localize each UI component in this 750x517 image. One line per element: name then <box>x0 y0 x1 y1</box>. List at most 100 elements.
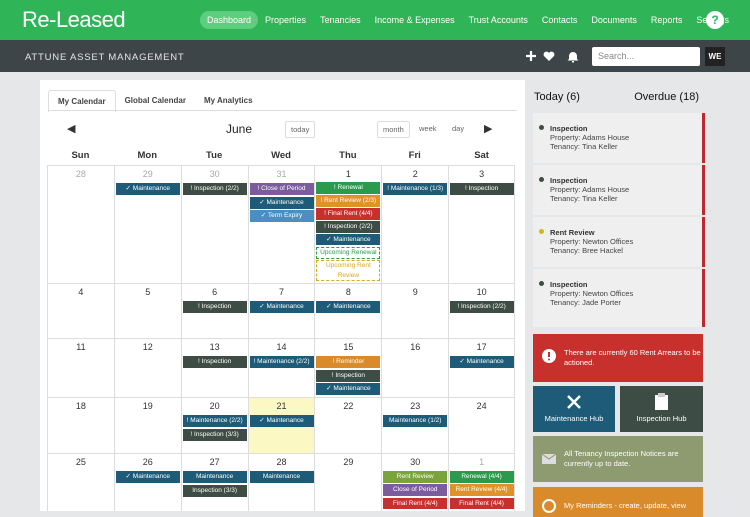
day-cell[interactable]: 1 ! Renewal! Rent Review (2/3)! Final Ren… <box>314 166 381 283</box>
event[interactable]: ✓ Maintenance <box>316 234 381 246</box>
day-cell[interactable]: 8 ✓ Maintenance <box>314 284 381 338</box>
nav-item[interactable]: Documents <box>591 15 637 25</box>
event[interactable]: Rent Review (4/4) <box>449 484 514 497</box>
nav-item[interactable]: Tenancies <box>320 15 361 25</box>
view-button[interactable]: month <box>377 121 410 138</box>
event[interactable]: Maintenance <box>249 471 314 483</box>
day-cell[interactable]: 21 ✓ Maintenance <box>247 398 315 453</box>
event[interactable]: ✓ Maintenance <box>249 415 314 427</box>
day-cell[interactable]: 17 ✓ Maintenance <box>448 339 516 397</box>
today-count[interactable]: Today (6) <box>534 91 580 103</box>
event[interactable]: ! Inspection (2/2) <box>449 301 514 313</box>
day-cell[interactable]: 20 ! Maintenance (2/2)! Inspection (3/3) <box>180 398 248 453</box>
day-cell[interactable]: 1 Renewal (4/4) Rent Review (4/4) Final Ren… <box>448 454 516 511</box>
task-card[interactable]: Inspection Property: Newton Offices Tenanc… <box>533 269 705 327</box>
prev-button[interactable]: ◀ <box>67 123 76 135</box>
event[interactable]: Renewal (4/4) <box>449 470 514 483</box>
reminders-tile[interactable]: My Reminders - create, update, view <box>533 487 703 517</box>
day-cell[interactable]: 18 <box>47 398 114 453</box>
event[interactable]: Maintenance <box>182 471 247 483</box>
logo[interactable]: Re-Leased <box>22 7 126 32</box>
event[interactable]: ! Inspection (2/2) <box>316 221 381 233</box>
day-cell[interactable]: 12 <box>113 339 181 397</box>
day-cell[interactable]: 7 ✓ Maintenance <box>247 284 315 338</box>
day-cell[interactable]: 11 <box>47 339 114 397</box>
day-cell[interactable]: 10 ! Inspection (2/2) <box>448 284 516 338</box>
event[interactable]: Final Rent (4/4) <box>449 497 514 510</box>
tab[interactable]: My Analytics <box>203 96 253 105</box>
day-cell[interactable]: 27 Maintenance Inspection (3/3) <box>180 454 248 511</box>
event[interactable]: ! Inspection (2/2) <box>182 183 247 195</box>
event[interactable]: ! Rent Review (2/3) <box>316 195 381 207</box>
event[interactable]: ✓ Maintenance <box>249 301 314 313</box>
event[interactable]: Maintenance (1/2) <box>383 415 448 427</box>
event[interactable]: Final Rent (4/4) <box>383 497 448 510</box>
nav-item[interactable]: Reports <box>650 15 683 25</box>
event[interactable]: ✓ Maintenance <box>316 383 381 395</box>
day-cell[interactable]: 25 <box>47 454 114 511</box>
event[interactable]: ! Inspection <box>449 183 514 195</box>
event[interactable]: ! Final Rent (4/4) <box>316 208 381 220</box>
event[interactable]: ! Renewal <box>316 182 381 194</box>
day-cell[interactable]: 23 Maintenance (1/2) <box>381 398 448 453</box>
event[interactable]: ! Inspection <box>316 369 381 382</box>
event[interactable]: Close of Period <box>383 484 448 497</box>
today-button[interactable]: today <box>285 121 316 138</box>
event[interactable]: ! Close of Period <box>249 183 314 195</box>
inspection-hub[interactable]: Inspection Hub <box>620 386 703 432</box>
user-badge[interactable]: WE <box>705 47 725 66</box>
task-card[interactable]: Inspection Property: Adams House Tenancy: … <box>533 113 705 163</box>
event[interactable]: ✓ Maintenance <box>115 183 180 195</box>
arrears-alert[interactable]: There are currently 60 Rent Arrears to b… <box>533 334 703 382</box>
nav-item[interactable]: Properties <box>265 15 307 25</box>
nav-item[interactable]: Contacts <box>541 15 578 25</box>
help-button[interactable]: ? <box>706 11 724 29</box>
day-cell[interactable]: 4 <box>47 284 114 338</box>
day-cell[interactable]: 9 <box>381 284 448 338</box>
nav-item[interactable]: Trust Accounts <box>468 15 528 25</box>
tab[interactable]: My Calendar <box>48 90 116 112</box>
event[interactable]: ! Maintenance (2/2) <box>249 356 314 368</box>
maintenance-hub[interactable]: Maintenance Hub <box>533 386 615 432</box>
event[interactable]: ✓ Maintenance <box>449 356 514 368</box>
event[interactable]: ✓ Maintenance <box>316 301 381 313</box>
task-card[interactable]: Inspection Property: Adams House Tenancy: … <box>533 165 705 215</box>
nav-item[interactable]: Dashboard <box>200 11 259 29</box>
day-cell[interactable]: 15 ! Reminder! Inspection ✓ Maintenance <box>314 339 381 397</box>
day-cell[interactable]: 16 <box>381 339 448 397</box>
nav-item[interactable]: Income & Expenses <box>374 15 455 25</box>
next-button[interactable]: ▶ <box>484 123 493 135</box>
day-cell[interactable]: 29 ✓ Maintenance <box>113 166 181 283</box>
tab[interactable]: Global Calendar <box>124 96 186 105</box>
task-card[interactable]: Rent Review Property: Newton Offices Tenan… <box>533 217 705 267</box>
day-cell[interactable]: 24 <box>448 398 516 453</box>
notice-tile[interactable]: All Tenancy Inspection Notices are curre… <box>533 436 703 482</box>
event[interactable]: Upcoming Renewal <box>316 246 381 259</box>
day-cell[interactable]: 28 <box>47 166 114 283</box>
day-cell[interactable]: 14 ! Maintenance (2/2) <box>247 339 315 397</box>
day-cell[interactable]: 31 ! Close of Period ✓ Maintenance ✓ Term E… <box>247 166 315 283</box>
event[interactable]: ! Maintenance (2/2) <box>182 415 247 427</box>
event[interactable]: ✓ Maintenance <box>115 471 180 483</box>
event[interactable]: ✓ Term Expiry <box>249 210 314 222</box>
day-cell[interactable]: 2 ! Maintenance (1/3) <box>381 166 448 283</box>
day-cell[interactable]: 6 ! Inspection <box>180 284 248 338</box>
event[interactable]: Rent Review <box>383 470 448 483</box>
event[interactable]: ! Inspection (3/3) <box>182 428 247 441</box>
event[interactable]: Upcoming Rent Review <box>316 260 381 282</box>
day-cell[interactable]: 19 <box>113 398 181 453</box>
day-cell[interactable]: 28 Maintenance <box>247 454 315 511</box>
overdue-count[interactable]: Overdue (18) <box>634 91 699 103</box>
search-box[interactable]: Search... <box>592 47 700 66</box>
toolbar-icons[interactable] <box>525 49 595 63</box>
day-cell[interactable]: 22 <box>314 398 381 453</box>
day-cell[interactable]: 30 Rent Review Close of Period Final Rent (… <box>381 454 448 511</box>
day-cell[interactable]: 26 ✓ Maintenance <box>113 454 181 511</box>
view-button[interactable]: day <box>452 124 465 133</box>
event[interactable]: Inspection (3/3) <box>182 484 247 497</box>
day-cell[interactable]: 3 ! Inspection <box>448 166 516 283</box>
day-cell[interactable]: 30 ! Inspection (2/2) <box>180 166 248 283</box>
day-cell[interactable]: 5 <box>113 284 181 338</box>
event[interactable]: ! Inspection <box>182 356 247 368</box>
event[interactable]: ! Maintenance (1/3) <box>383 183 448 195</box>
